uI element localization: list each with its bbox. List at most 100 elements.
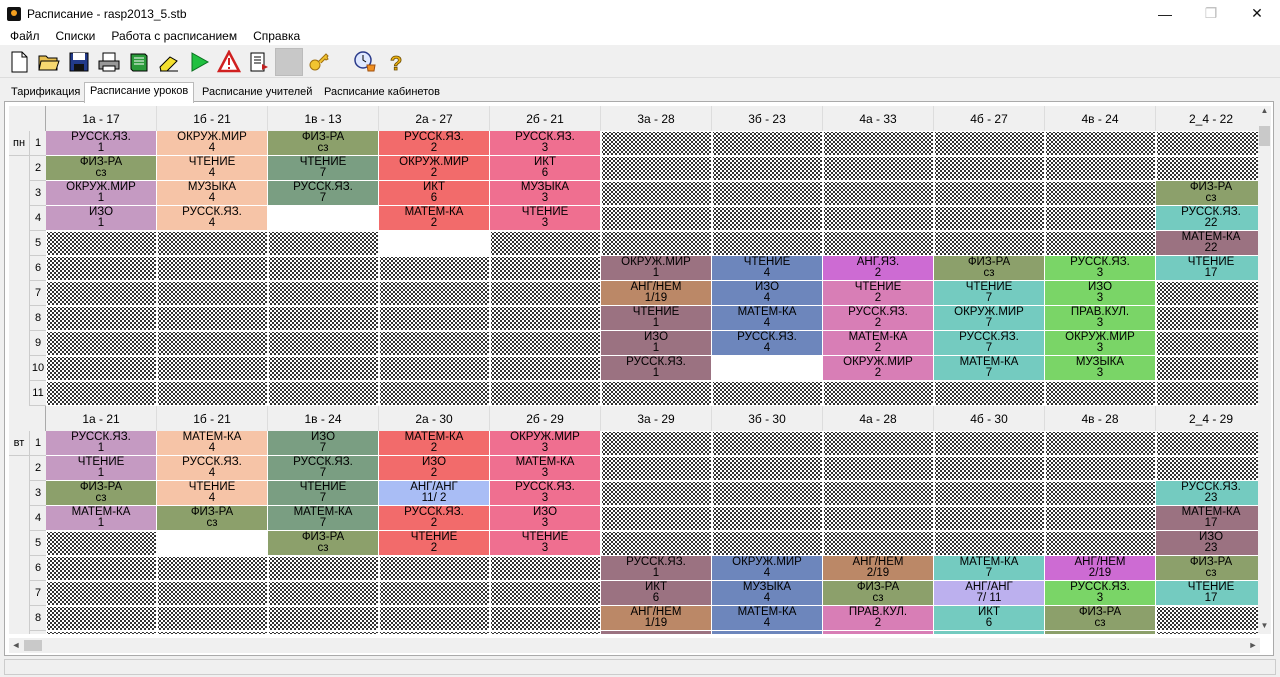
lesson-cell[interactable] [1156, 156, 1260, 181]
lesson-cell[interactable] [823, 206, 934, 231]
lesson-cell[interactable]: ОКРУЖ.МИР 1 [46, 181, 157, 206]
lesson-cell[interactable]: РУССК.ЯЗ. 3 [490, 131, 601, 156]
lesson-cell[interactable] [712, 356, 823, 381]
print-icon[interactable] [95, 48, 123, 76]
lesson-cell[interactable] [46, 531, 157, 556]
lesson-cell[interactable] [1156, 431, 1260, 456]
class-header[interactable]: 2а - 27 [379, 106, 490, 131]
lesson-cell[interactable] [490, 281, 601, 306]
scroll-down-icon[interactable]: ▼ [1260, 621, 1269, 630]
lesson-cell[interactable] [157, 531, 268, 556]
lesson-cell[interactable] [379, 256, 490, 281]
lesson-cell[interactable]: ФИЗ-РА сз [157, 506, 268, 531]
lesson-cell[interactable]: ЧТЕНИЕ 2 [379, 531, 490, 556]
lesson-cell[interactable]: ЧТЕНИЕ 3 [490, 531, 601, 556]
lesson-cell[interactable]: АНГ/НЕМ 1/19 [601, 606, 712, 631]
lesson-cell[interactable]: ИЗО 3 [1045, 281, 1156, 306]
menu-lists[interactable]: Списки [55, 29, 96, 43]
lesson-cell[interactable] [934, 481, 1045, 506]
lesson-cell[interactable] [46, 381, 157, 406]
scroll-up-icon[interactable]: ▲ [1260, 106, 1269, 115]
lesson-cell[interactable]: АНГ/АНГ 7/ 11 [934, 581, 1045, 606]
lesson-cell[interactable]: ФИЗ-РА сз [1156, 181, 1260, 206]
lesson-cell[interactable] [379, 306, 490, 331]
lesson-cell[interactable]: МАТЕМ-КА 22 [1156, 231, 1260, 256]
lesson-cell[interactable] [1045, 431, 1156, 456]
lesson-cell[interactable] [601, 431, 712, 456]
lesson-cell[interactable] [46, 606, 157, 631]
lesson-cell[interactable] [712, 206, 823, 231]
lesson-cell[interactable] [157, 256, 268, 281]
lesson-cell[interactable] [601, 131, 712, 156]
lesson-cell[interactable]: РУССК.ЯЗ. 7 [934, 331, 1045, 356]
menu-schedule[interactable]: Работа с расписанием [111, 29, 238, 43]
lesson-cell[interactable] [823, 431, 934, 456]
lesson-cell[interactable] [490, 606, 601, 631]
class-header[interactable]: 1в - 13 [268, 106, 379, 131]
lesson-cell[interactable]: МАТЕМ-КА 7 [934, 556, 1045, 581]
lesson-cell[interactable] [1156, 331, 1260, 356]
lesson-cell[interactable] [268, 606, 379, 631]
lesson-cell[interactable] [157, 231, 268, 256]
lesson-cell[interactable]: РУССК.ЯЗ. 2 [823, 306, 934, 331]
lesson-cell[interactable]: РУССК.ЯЗ. 7 [268, 456, 379, 481]
lesson-cell[interactable] [379, 631, 490, 634]
lesson-cell[interactable]: ФИЗ-РА сз [268, 131, 379, 156]
lesson-cell[interactable] [46, 256, 157, 281]
lesson-cell[interactable] [490, 381, 601, 406]
lesson-cell[interactable] [157, 631, 268, 634]
lesson-cell[interactable] [934, 381, 1045, 406]
blank-button[interactable] [275, 47, 303, 76]
lesson-cell[interactable]: РУССК.ЯЗ. 22 [1156, 206, 1260, 231]
class-header[interactable]: 4б - 27 [934, 106, 1045, 131]
lesson-cell[interactable] [268, 281, 379, 306]
lesson-cell[interactable]: ИЗО 1 [46, 206, 157, 231]
lesson-cell[interactable] [1156, 631, 1260, 634]
lesson-cell[interactable]: МАТЕМ-КА 3 [490, 456, 601, 481]
lesson-cell[interactable] [379, 581, 490, 606]
lesson-cell[interactable] [46, 356, 157, 381]
lesson-cell[interactable] [601, 156, 712, 181]
tab-tariffs[interactable]: Тарификация [11, 86, 81, 98]
lesson-cell[interactable] [46, 556, 157, 581]
lesson-cell[interactable] [268, 381, 379, 406]
lesson-cell[interactable]: МУЗЫКА 4 [157, 181, 268, 206]
lesson-cell[interactable] [490, 306, 601, 331]
lesson-cell[interactable]: ИКТ 6 [379, 181, 490, 206]
lesson-cell[interactable] [712, 506, 823, 531]
lesson-cell[interactable]: ИКТ 6 [934, 606, 1045, 631]
lesson-cell[interactable] [1045, 231, 1156, 256]
lesson-cell[interactable]: ЧТЕНИЕ 4 [712, 256, 823, 281]
close-button[interactable]: ✕ [1251, 5, 1263, 21]
class-header[interactable]: 2_4 - 22 [1156, 106, 1260, 131]
lesson-cell[interactable]: МУЗЫКА 3 [490, 181, 601, 206]
lesson-cell[interactable]: ОКРУЖ.МИР 2 [823, 356, 934, 381]
lesson-cell[interactable] [490, 356, 601, 381]
tab-teachers-schedule[interactable]: Расписание учителей [202, 86, 313, 98]
lesson-cell[interactable] [934, 131, 1045, 156]
lesson-cell[interactable] [46, 631, 157, 634]
lesson-cell[interactable]: РУССК.ЯЗ. 4 [157, 206, 268, 231]
lesson-cell[interactable]: РУССК.ЯЗ. 2 [379, 506, 490, 531]
lesson-cell[interactable]: ИЗО 23 [1156, 531, 1260, 556]
lesson-cell[interactable] [1045, 156, 1156, 181]
lesson-cell[interactable]: ФИЗ-РА сз [46, 481, 157, 506]
lesson-cell[interactable] [934, 506, 1045, 531]
lesson-cell[interactable] [46, 581, 157, 606]
class-header[interactable]: 4а - 33 [823, 106, 934, 131]
class-header[interactable]: 2б - 21 [490, 106, 601, 131]
lesson-cell[interactable] [379, 231, 490, 256]
lesson-cell[interactable] [379, 281, 490, 306]
lesson-cell[interactable] [1045, 206, 1156, 231]
lesson-cell[interactable] [934, 456, 1045, 481]
lesson-cell[interactable] [1156, 281, 1260, 306]
lesson-cell[interactable] [490, 556, 601, 581]
lesson-cell[interactable] [1045, 181, 1156, 206]
lesson-cell[interactable] [601, 506, 712, 531]
tab-lessons-schedule[interactable]: Расписание уроков [84, 82, 195, 103]
lesson-cell[interactable]: АНГ/АНГ 11/ 2 [379, 481, 490, 506]
lesson-cell[interactable] [1156, 306, 1260, 331]
lesson-cell[interactable]: РУССК.ЯЗ. 1 [46, 131, 157, 156]
lesson-cell[interactable]: ИЗО 1 [601, 331, 712, 356]
lesson-cell[interactable] [268, 231, 379, 256]
